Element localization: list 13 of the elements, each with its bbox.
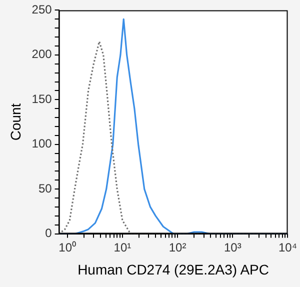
x-tick-label: 10⁰ xyxy=(58,240,76,254)
y-tick-label: 200 xyxy=(32,47,52,62)
y-axis-title: Count xyxy=(7,103,24,141)
x-tick-label: 10² xyxy=(168,240,186,254)
y-tick-label: 50 xyxy=(38,181,52,196)
y-tick-label: 0 xyxy=(45,226,52,240)
x-tick-label: 10⁴ xyxy=(278,240,298,254)
y-tick-label: 100 xyxy=(32,136,52,151)
x-tick-label: 10¹ xyxy=(114,240,132,254)
y-tick-label: 250 xyxy=(32,2,52,17)
y-tick-label: 150 xyxy=(32,92,52,106)
x-axis-title: Human CD274 (29E.2A3) APC xyxy=(78,261,270,278)
x-tick-label: 10³ xyxy=(224,240,242,254)
